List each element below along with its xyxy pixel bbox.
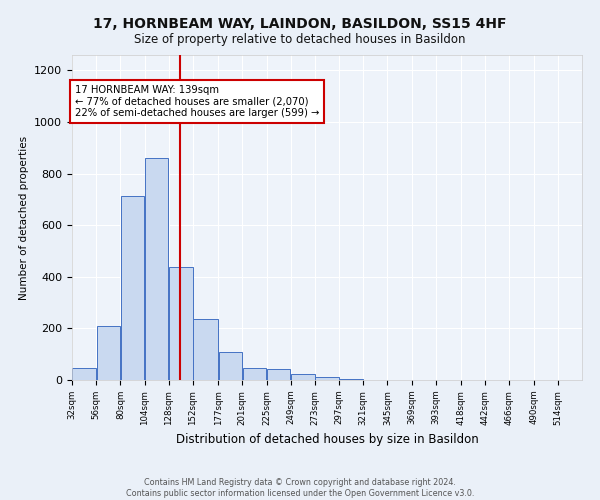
Bar [169, 266, 193, 380]
Text: 17, HORNBEAM WAY, LAINDON, BASILDON, SS15 4HF: 17, HORNBEAM WAY, LAINDON, BASILDON, SS1… [93, 18, 507, 32]
Bar [121, 196, 144, 380]
Bar [73, 368, 96, 380]
Bar [340, 378, 363, 380]
Bar [316, 377, 338, 380]
Bar [267, 369, 290, 380]
Text: 17 HORNBEAM WAY: 139sqm
← 77% of detached houses are smaller (2,070)
22% of semi: 17 HORNBEAM WAY: 139sqm ← 77% of detache… [75, 84, 319, 118]
Bar [97, 326, 120, 380]
X-axis label: Distribution of detached houses by size in Basildon: Distribution of detached houses by size … [176, 433, 478, 446]
Bar [243, 368, 266, 380]
Text: Size of property relative to detached houses in Basildon: Size of property relative to detached ho… [134, 32, 466, 46]
Y-axis label: Number of detached properties: Number of detached properties [19, 136, 29, 300]
Bar [193, 320, 218, 380]
Bar [291, 374, 314, 380]
Bar [218, 352, 242, 380]
Text: Contains HM Land Registry data © Crown copyright and database right 2024.
Contai: Contains HM Land Registry data © Crown c… [126, 478, 474, 498]
Bar [145, 158, 169, 380]
